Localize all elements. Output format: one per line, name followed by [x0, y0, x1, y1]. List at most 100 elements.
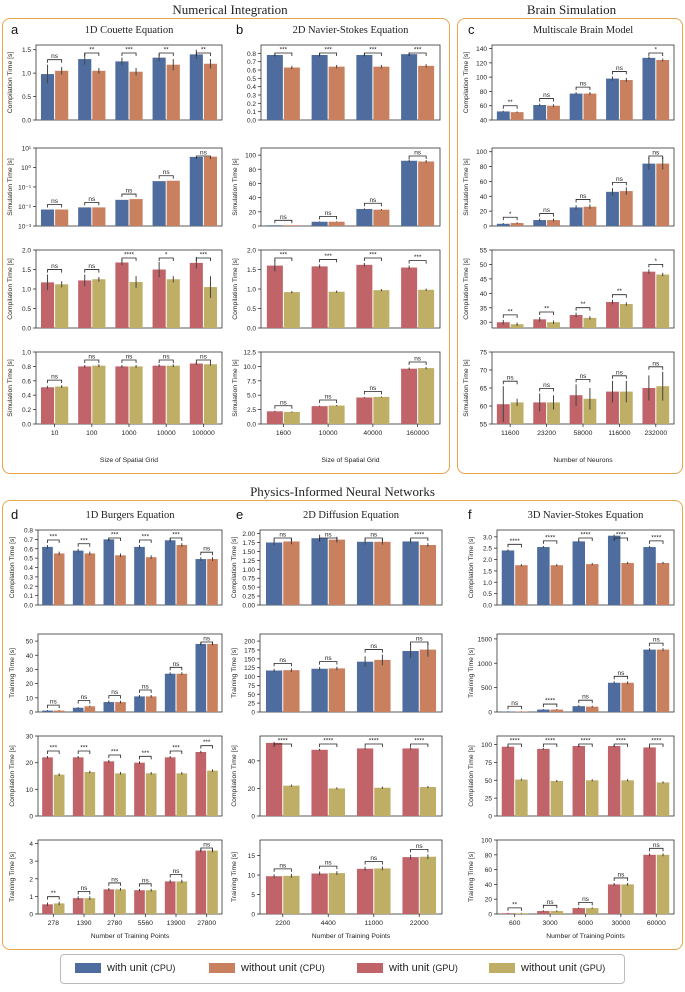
- significance-label: ****: [278, 738, 289, 745]
- bar: [356, 661, 374, 712]
- significance-bracket: [108, 537, 121, 541]
- significance-bracket: [363, 202, 382, 207]
- y-tick-label: 100: [481, 742, 492, 749]
- y-tick-label: 3: [29, 859, 33, 866]
- significance-bracket: [507, 743, 522, 747]
- significance-bracket: [84, 269, 100, 273]
- bar: [145, 773, 157, 816]
- legend-label: with unit: [107, 962, 148, 974]
- bar: [176, 545, 188, 605]
- significance-label: ***: [172, 745, 180, 752]
- y-tick-label: 50: [248, 692, 256, 699]
- bar: [115, 889, 126, 914]
- x-tick-label: 27800: [197, 920, 216, 927]
- x-tick-label: 1600: [276, 430, 291, 437]
- bar: [103, 761, 115, 816]
- bar: [40, 387, 55, 424]
- significance-label: ***: [414, 47, 422, 54]
- significance-label: ns: [51, 198, 59, 205]
- significance-bracket: [319, 865, 338, 870]
- bar: [419, 649, 437, 712]
- bar: [619, 191, 633, 226]
- significance-bracket: [612, 294, 627, 298]
- significance-label: ***: [324, 47, 332, 54]
- bar: [606, 302, 619, 328]
- significance-label: ns: [88, 354, 96, 361]
- significance-label: **: [512, 901, 518, 908]
- y-tick-label: 0: [488, 814, 492, 821]
- significance-label: ns: [163, 169, 171, 176]
- bar: [265, 876, 283, 914]
- bar: [103, 889, 115, 914]
- bar: [266, 225, 283, 226]
- panel-title: 2D Diffusion Equation: [303, 510, 400, 521]
- bar: [152, 181, 166, 226]
- y-tick-label: 5: [251, 892, 255, 899]
- bar: [55, 70, 69, 120]
- significance-label: ****: [545, 534, 556, 541]
- significance-bracket: [364, 861, 383, 865]
- y-tick-label: 0: [29, 710, 33, 717]
- significance-bracket: [139, 755, 152, 760]
- significance-bracket: [169, 874, 183, 878]
- y-axis-label: Training Time [s]: [231, 648, 238, 698]
- bar: [496, 223, 510, 226]
- bar: [311, 266, 328, 328]
- x-tick-label: 5560: [138, 920, 153, 927]
- legend-item-with-unit-cpu: with unit (CPU): [75, 962, 175, 974]
- significance-bracket: [158, 359, 174, 363]
- legend-swatch: [357, 963, 383, 974]
- bar: [266, 55, 283, 120]
- bar: [501, 711, 515, 713]
- x-axis-label: Number of Neurons: [553, 457, 613, 464]
- y-tick-label: 0.2: [247, 101, 256, 108]
- x-tick-label: 11000: [365, 920, 384, 927]
- y-tick-label: 10: [26, 695, 34, 702]
- bar: [311, 873, 328, 914]
- bar: [656, 60, 670, 120]
- bar: [607, 535, 621, 605]
- bar: [642, 163, 656, 226]
- significance-label: ****: [545, 738, 556, 745]
- bar: [537, 748, 550, 816]
- x-tick-label: 160000: [406, 430, 429, 437]
- bar: [283, 225, 300, 226]
- bar: [152, 365, 166, 424]
- significance-label: ****: [651, 534, 662, 541]
- bar: [656, 163, 670, 226]
- y-tick-label: 65: [480, 386, 488, 393]
- bar: [53, 553, 65, 605]
- bar: [607, 746, 621, 816]
- bar: [606, 191, 619, 226]
- bar: [572, 746, 585, 816]
- significance-label: ***: [172, 532, 180, 539]
- bar: [418, 368, 435, 424]
- significance-bracket: [539, 213, 554, 217]
- significance-bracket: [84, 52, 100, 56]
- y-tick-label: 5.0: [247, 393, 256, 400]
- significance-bracket: [363, 52, 382, 56]
- significance-label: ns: [369, 385, 377, 392]
- y-tick-label: 0: [251, 912, 255, 919]
- significance-label: ns: [50, 699, 58, 706]
- y-axis-label: Compilation Time [s]: [463, 52, 470, 114]
- significance-label: ns: [142, 877, 150, 884]
- bar: [166, 279, 180, 328]
- y-axis-label: Training Time [s]: [9, 852, 16, 902]
- significance-label: ***: [142, 534, 150, 541]
- significance-bracket: [121, 359, 137, 363]
- y-tick-label: 40: [480, 194, 488, 201]
- significance-bracket: [539, 388, 554, 392]
- bar: [328, 788, 346, 816]
- bar: [189, 262, 203, 328]
- significance-bracket: [408, 52, 427, 56]
- panel-title: 1D Burgers Equation: [85, 510, 175, 521]
- significance-label: ns: [126, 188, 134, 195]
- bar: [328, 66, 345, 120]
- y-axis-label: Compilation Time [s]: [468, 537, 475, 599]
- significance-label: ns: [416, 636, 424, 643]
- significance-label: ***: [80, 745, 88, 752]
- significance-label: ****: [510, 738, 521, 745]
- significance-label: ***: [80, 537, 88, 544]
- bar: [283, 875, 300, 914]
